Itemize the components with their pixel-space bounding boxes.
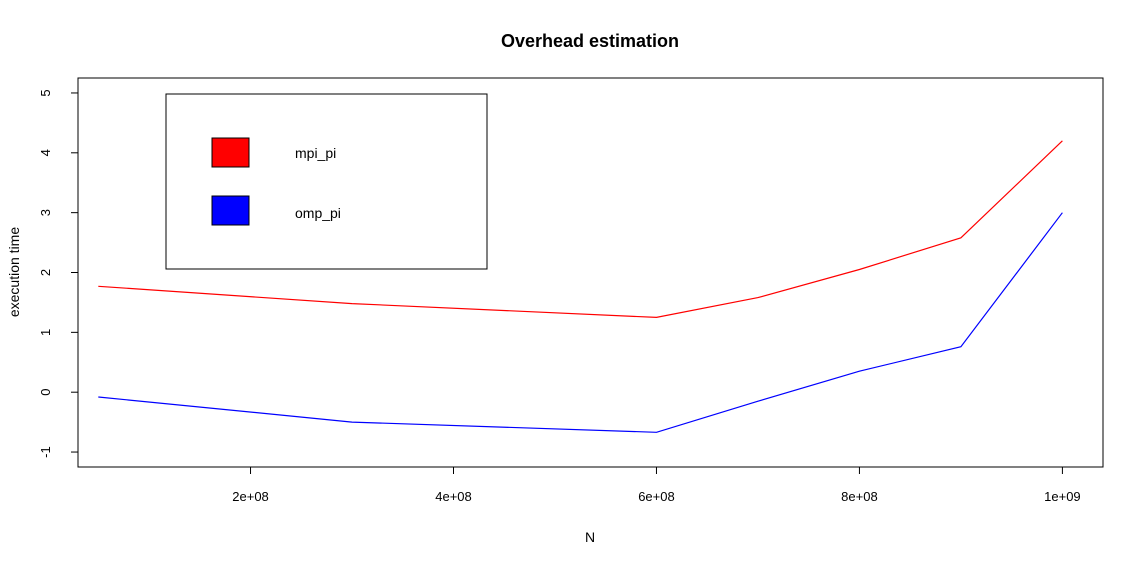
- series-layer: [98, 140, 1063, 433]
- y-tick-label: 4: [38, 149, 53, 156]
- x-axis: 2e+08 4e+08 6e+08 8e+08 1e+09: [232, 467, 1081, 504]
- y-tick-label: 2: [38, 269, 53, 276]
- legend-swatch-omp-pi: [211, 195, 250, 226]
- x-tick-label: 8e+08: [841, 489, 878, 504]
- y-tick-label: 3: [38, 209, 53, 216]
- legend-swatch-mpi-pi: [211, 137, 250, 168]
- chart-title: Overhead estimation: [501, 31, 679, 51]
- legend-label-omp-pi: omp_pi: [295, 205, 341, 221]
- series-line-omp-pi: [98, 212, 1063, 433]
- series-line-mpi-pi: [98, 140, 1063, 319]
- legend-label-mpi-pi: mpi_pi: [295, 145, 336, 161]
- y-tick-label: 1: [38, 329, 53, 336]
- y-tick-label: 5: [38, 89, 53, 96]
- x-tick-label: 4e+08: [435, 489, 472, 504]
- y-axis: -1 0 1 2 3 4 5: [38, 89, 78, 458]
- x-tick-label: 1e+09: [1044, 489, 1081, 504]
- y-tick-label: -1: [38, 446, 53, 458]
- y-axis-label: execution time: [6, 227, 22, 317]
- x-axis-label: N: [585, 529, 595, 545]
- x-tick-label: 6e+08: [638, 489, 675, 504]
- legend: mpi_pi omp_pi: [165, 93, 488, 270]
- y-tick-label: 0: [38, 389, 53, 396]
- legend-box: [165, 93, 488, 270]
- x-tick-label: 2e+08: [232, 489, 269, 504]
